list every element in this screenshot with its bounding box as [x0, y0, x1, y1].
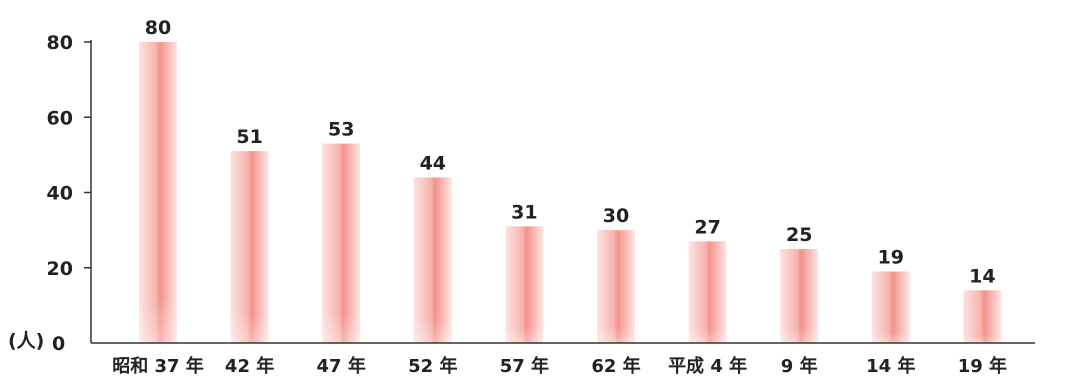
data-label: 19: [878, 247, 904, 269]
x-tick-label: 52 年: [408, 355, 457, 377]
data-label: 30: [603, 205, 629, 227]
x-tick-label: 47 年: [317, 355, 366, 377]
data-label: 53: [328, 119, 354, 141]
x-tick-label: 平成 4 年: [668, 355, 747, 377]
data-label: 44: [420, 152, 446, 174]
data-label: 80: [145, 17, 171, 39]
x-axis-labels: 昭和 37 年 42 年 47 年 52 年 57 年 62 年 平成 4 年 9 年 14 年…: [112, 355, 1007, 377]
y-tick-label: 40: [47, 183, 73, 205]
y-tick-label: 80: [47, 32, 73, 54]
data-labels-group: 80 51 53 44 31 30 27 25 19 14: [145, 17, 996, 287]
bar-shading: [139, 42, 177, 343]
x-tick-label: 57 年: [500, 355, 549, 377]
x-tick-label: 62 年: [591, 355, 640, 377]
y-tick-label: 20: [47, 258, 73, 280]
bar-shading: [413, 177, 452, 343]
y-axis-unit-label: (人): [8, 330, 44, 352]
bars-group: [139, 42, 1002, 343]
y-tick-label: 60: [47, 107, 73, 129]
y-tick-label: 0: [52, 333, 65, 355]
bar-shading: [322, 143, 361, 343]
bar-shading: [688, 241, 727, 343]
data-label: 51: [236, 126, 262, 148]
x-tick-label: 42 年: [225, 355, 274, 377]
x-tick-label: 9 年: [781, 355, 818, 377]
y-axis-ticks: 0 20 40 60 80: [47, 32, 91, 355]
x-tick-label: 14 年: [866, 355, 915, 377]
bar-shading: [780, 248, 819, 343]
data-label: 25: [786, 224, 812, 246]
x-tick-label: 19 年: [958, 355, 1007, 377]
bar-shading: [230, 151, 269, 343]
x-tick-label: 昭和 37 年: [112, 355, 204, 377]
data-label: 14: [969, 265, 995, 287]
data-label: 27: [694, 216, 720, 238]
bar-shading: [505, 226, 544, 343]
data-label: 31: [511, 201, 537, 223]
bar-shading: [597, 230, 635, 343]
bar-shading: [963, 290, 1002, 343]
bar-shading: [871, 271, 910, 343]
